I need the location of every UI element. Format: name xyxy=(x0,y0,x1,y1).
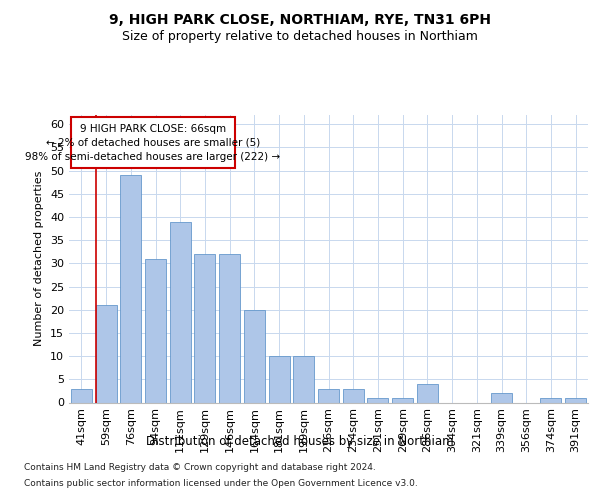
Text: Contains HM Land Registry data © Crown copyright and database right 2024.: Contains HM Land Registry data © Crown c… xyxy=(24,462,376,471)
Bar xyxy=(343,388,364,402)
Bar xyxy=(417,384,438,402)
Y-axis label: Number of detached properties: Number of detached properties xyxy=(34,171,44,346)
Bar xyxy=(71,388,92,402)
Bar xyxy=(194,254,215,402)
Bar xyxy=(318,388,339,402)
Text: 9, HIGH PARK CLOSE, NORTHIAM, RYE, TN31 6PH: 9, HIGH PARK CLOSE, NORTHIAM, RYE, TN31 … xyxy=(109,12,491,26)
Text: Size of property relative to detached houses in Northiam: Size of property relative to detached ho… xyxy=(122,30,478,43)
Bar xyxy=(293,356,314,403)
Bar xyxy=(120,176,141,402)
Bar xyxy=(491,393,512,402)
Bar xyxy=(367,398,388,402)
Bar xyxy=(219,254,240,402)
Bar xyxy=(170,222,191,402)
Bar xyxy=(392,398,413,402)
Bar xyxy=(145,259,166,402)
Bar xyxy=(269,356,290,403)
Text: Distribution of detached houses by size in Northiam: Distribution of detached houses by size … xyxy=(146,435,454,448)
Bar xyxy=(565,398,586,402)
Text: Contains public sector information licensed under the Open Government Licence v3: Contains public sector information licen… xyxy=(24,479,418,488)
Bar xyxy=(541,398,562,402)
Bar xyxy=(95,305,116,402)
Bar xyxy=(244,310,265,402)
Text: 9 HIGH PARK CLOSE: 66sqm
← 2% of detached houses are smaller (5)
98% of semi-det: 9 HIGH PARK CLOSE: 66sqm ← 2% of detache… xyxy=(25,124,281,162)
FancyBboxPatch shape xyxy=(71,118,235,168)
